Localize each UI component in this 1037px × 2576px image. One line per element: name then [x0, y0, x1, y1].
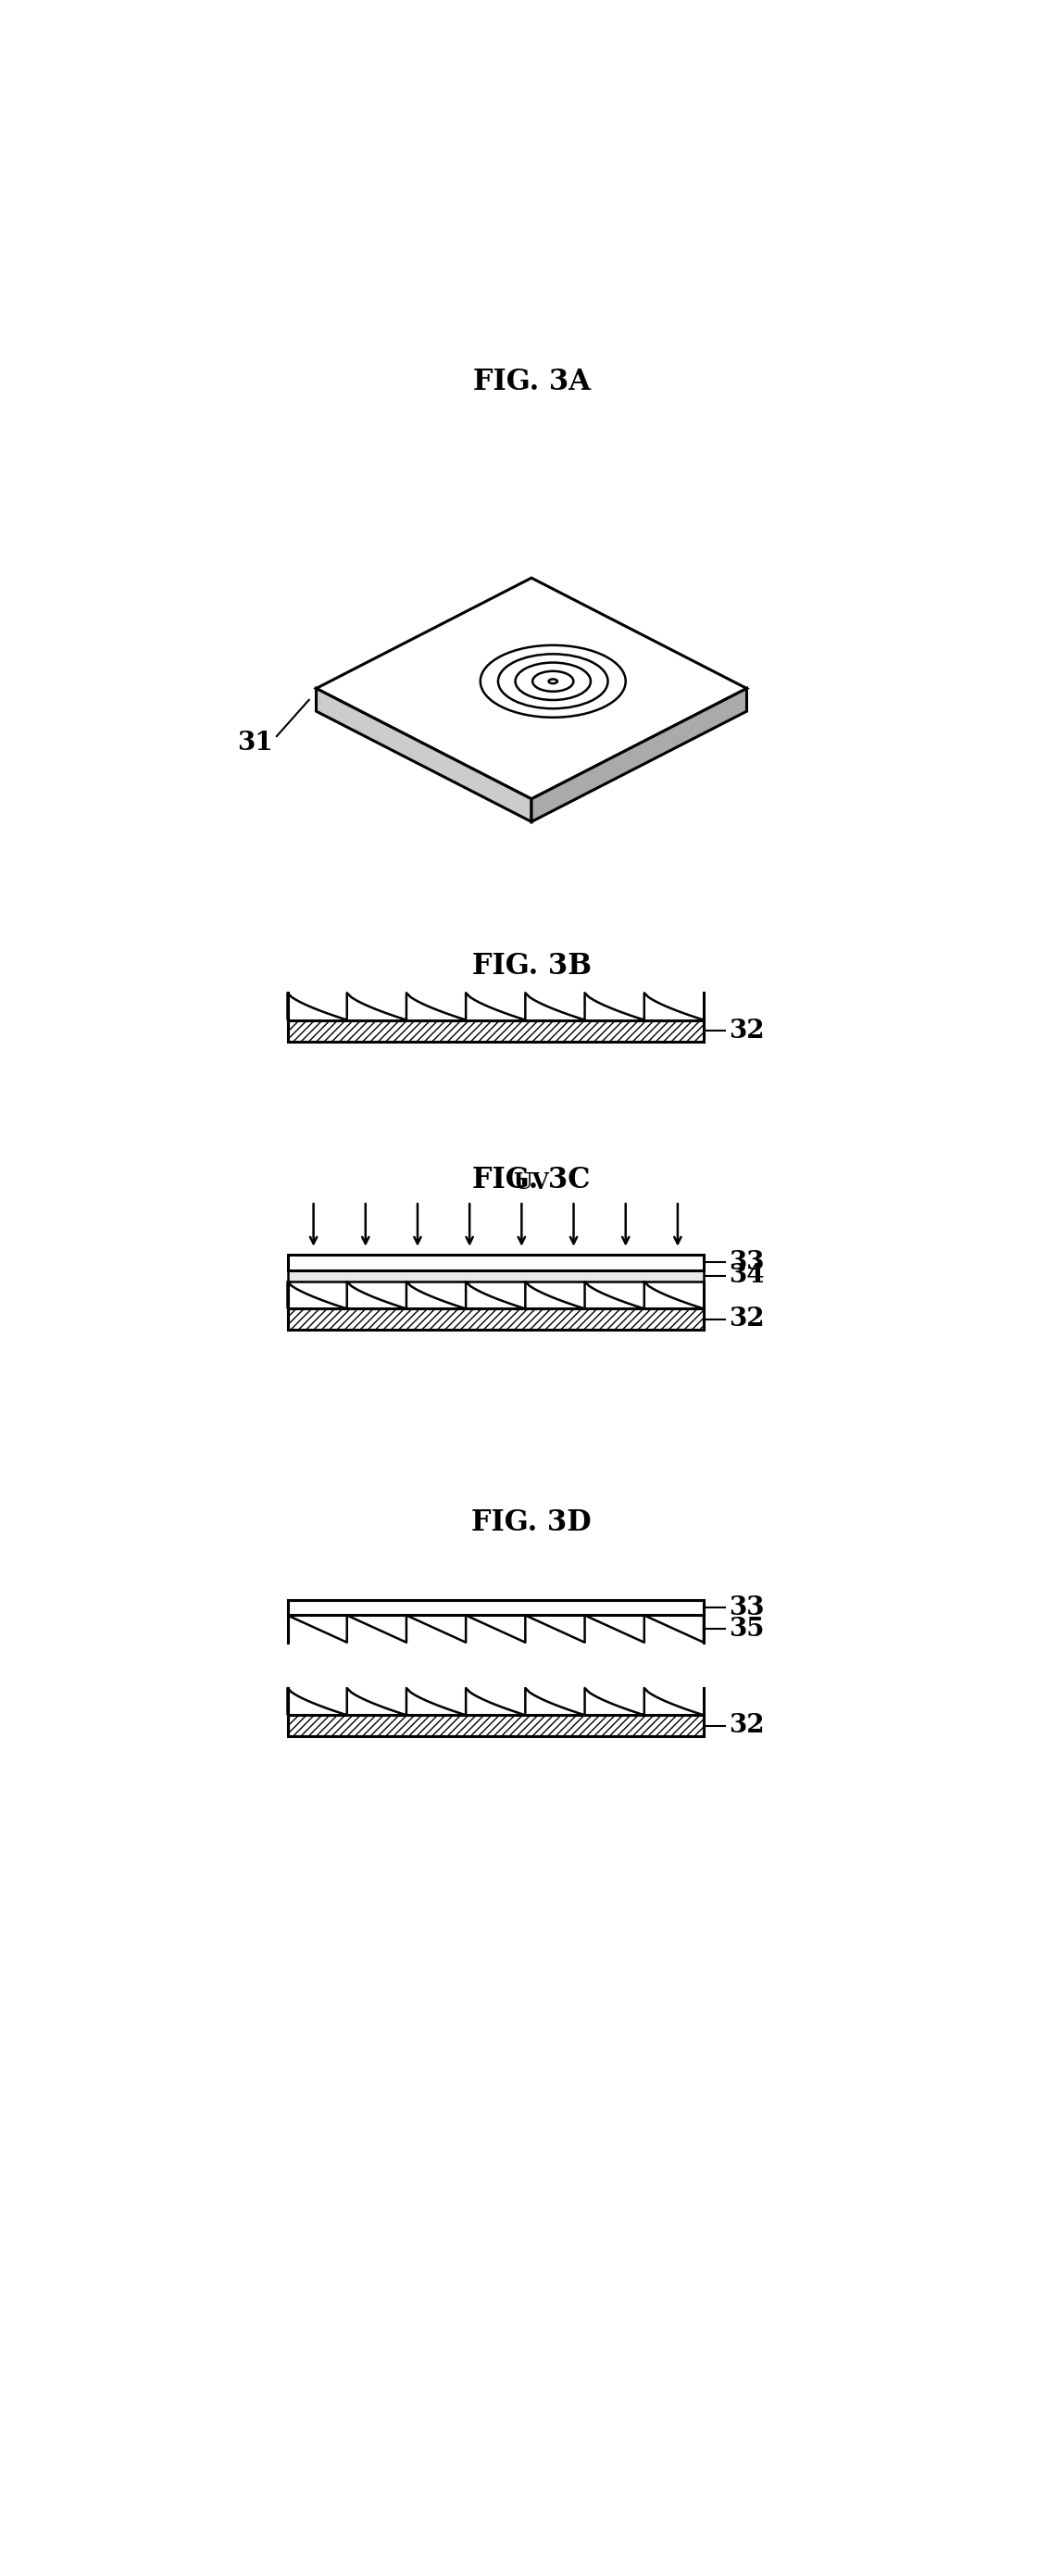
Text: FIG. 3D: FIG. 3D	[472, 1510, 591, 1538]
Text: 35: 35	[729, 1615, 764, 1641]
Text: 32: 32	[729, 1018, 764, 1043]
Text: FIG. 3A: FIG. 3A	[473, 368, 590, 397]
Bar	[287, 1600, 704, 1615]
Text: FIG. 3B: FIG. 3B	[472, 953, 591, 981]
Polygon shape	[316, 688, 531, 822]
Bar	[287, 1255, 704, 1270]
Bar	[287, 1270, 704, 1283]
Polygon shape	[531, 688, 747, 822]
Text: UV: UV	[513, 1172, 550, 1193]
Text: 32: 32	[729, 1713, 764, 1739]
Bar	[287, 1716, 704, 1736]
Bar	[287, 1309, 704, 1329]
Text: FIG. 3C: FIG. 3C	[473, 1167, 590, 1195]
Text: 33: 33	[729, 1595, 764, 1620]
Polygon shape	[316, 577, 747, 799]
Text: 32: 32	[729, 1306, 764, 1332]
Text: 31: 31	[237, 732, 273, 755]
Text: 34: 34	[729, 1262, 764, 1288]
Text: 33: 33	[729, 1249, 764, 1275]
Bar	[287, 1020, 704, 1041]
